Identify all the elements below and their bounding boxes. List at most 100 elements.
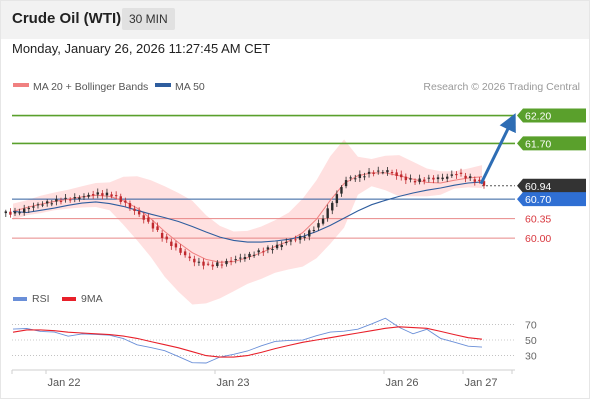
candle-body — [423, 179, 426, 182]
level-tag-bg — [517, 192, 586, 207]
candle-body — [41, 204, 44, 206]
candle-body — [473, 179, 477, 182]
candle-body — [32, 206, 35, 208]
candle-body — [27, 207, 30, 210]
candle-body — [294, 239, 297, 241]
rsi-ma-legend-label: 9MA — [81, 293, 103, 305]
candle-body — [363, 176, 366, 178]
candle-body — [197, 261, 201, 263]
candle-body — [432, 177, 435, 180]
candle-body — [156, 226, 159, 231]
candle-body — [455, 173, 458, 176]
rsi-ma-legend-swatch — [62, 297, 76, 301]
candle-body — [381, 172, 385, 174]
copyright-label: Research © 2026 Trading Central — [423, 81, 580, 93]
candle-body — [303, 236, 306, 238]
candle-body — [317, 223, 320, 228]
candle-body — [386, 170, 389, 173]
candle-body — [202, 261, 205, 266]
bollinger-legend-swatch — [13, 83, 29, 87]
candle-body — [409, 178, 412, 180]
ma50-legend-label: MA 50 — [175, 81, 205, 93]
candle-body — [312, 229, 316, 231]
candle-body — [229, 260, 233, 262]
candle-body — [188, 256, 191, 259]
rsi-ma-line — [12, 326, 483, 358]
candle-body — [183, 251, 187, 256]
candle-body — [133, 208, 136, 211]
candle-body — [193, 258, 196, 263]
candle-body — [354, 178, 357, 180]
candle-body — [464, 175, 467, 179]
ma20-line — [12, 172, 483, 263]
candle-body — [151, 222, 155, 229]
candle-body — [124, 200, 127, 203]
candle-body — [96, 192, 99, 195]
candle-body — [59, 201, 63, 203]
candle-body — [36, 204, 40, 206]
candle-body — [275, 244, 279, 249]
candle-body — [142, 215, 145, 220]
candle-body — [367, 171, 371, 174]
candle-body — [234, 259, 237, 261]
candle-body — [137, 211, 141, 215]
candle-body — [326, 208, 329, 219]
candle-body — [206, 263, 210, 265]
candle-body — [110, 194, 113, 197]
candle-body — [78, 197, 81, 200]
chart-header: Crude Oil (WTI) 30 MIN — [0, 0, 590, 39]
level-tag-62.20: 62.20 — [517, 108, 586, 123]
candle-body — [119, 196, 122, 202]
candle-body — [225, 260, 228, 265]
level-tag-label: 62.20 — [525, 111, 551, 123]
candle-body — [331, 202, 334, 211]
candle-body — [165, 236, 168, 240]
candle-body — [298, 236, 302, 240]
candle-body — [170, 241, 173, 246]
level-tag-label: 60.70 — [525, 194, 551, 206]
candle-body — [459, 172, 463, 174]
candle-body — [174, 243, 178, 248]
time-axis-label: Jan 23 — [216, 377, 249, 389]
candle-body — [248, 253, 251, 258]
candle-body — [335, 194, 339, 204]
candle-body — [105, 192, 109, 196]
projection-arrow — [479, 113, 516, 185]
candle-body — [418, 178, 421, 183]
candle-body — [377, 170, 380, 172]
time-axis-label: Jan 26 — [385, 377, 418, 389]
candle-body — [266, 247, 270, 250]
level-tag-bg — [517, 178, 586, 193]
level-tag-label: 60.94 — [525, 181, 551, 193]
datetime-label: Monday, January 26, 2026 11:27:45 AM CET — [12, 41, 271, 56]
candle-body — [68, 199, 72, 201]
candle-body — [427, 177, 431, 179]
candle-body — [82, 196, 86, 198]
candle-body — [50, 203, 53, 205]
level-tag-label-60.35: 60.35 — [525, 214, 551, 226]
candle-body — [469, 176, 472, 178]
candle-body — [220, 264, 224, 266]
candle-body — [340, 187, 343, 194]
bollinger-legend-label: MA 20 + Bollinger Bands — [33, 81, 148, 93]
rsi-legend-swatch — [13, 297, 27, 301]
level-tag-label: 61.70 — [525, 138, 551, 150]
candle-body — [179, 248, 182, 253]
level-tag-label-60.00: 60.00 — [525, 233, 551, 245]
candle-body — [18, 212, 21, 214]
candle-body — [243, 257, 247, 260]
candle-body — [344, 180, 348, 187]
candle-body — [160, 232, 164, 238]
rsi-panel: 70 50 30 — [12, 317, 537, 364]
candle-body — [400, 174, 403, 178]
timeframe-button[interactable]: 30 MIN — [122, 8, 175, 30]
candle-body — [262, 251, 265, 253]
candle-body — [390, 171, 394, 174]
rsi-tick-label: 30 — [525, 351, 537, 363]
time-axis: Jan 22 Jan 23 Jan 26 Jan 27 — [11, 370, 513, 389]
candle-body — [87, 194, 90, 197]
level-tag-60.70: 60.70 — [517, 192, 586, 207]
candle-body — [252, 254, 256, 256]
candle-body — [358, 174, 362, 179]
